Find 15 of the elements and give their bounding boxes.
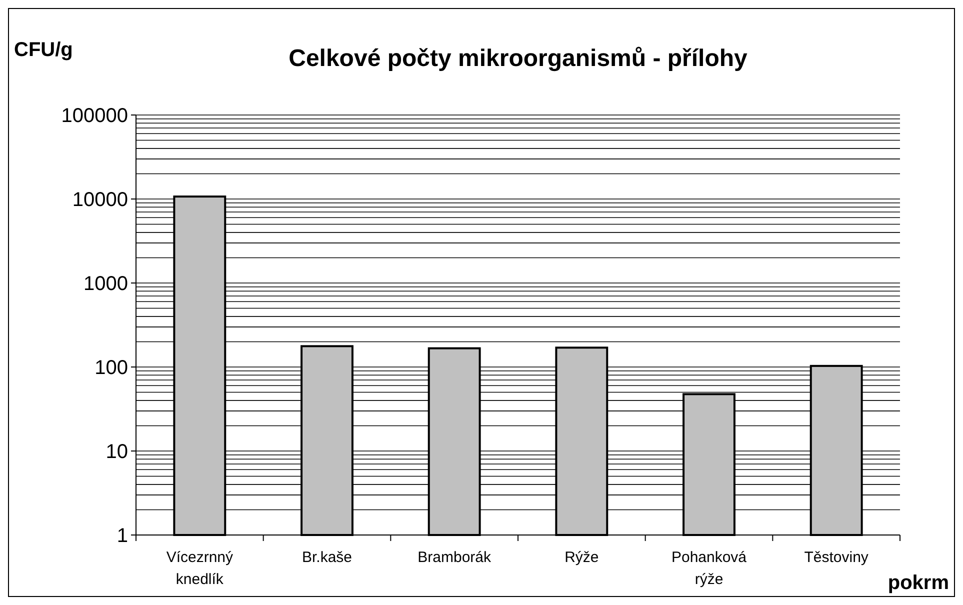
x-tick-label: Těstoviny [804,549,869,566]
y-axis-title: CFU/g [14,39,73,61]
x-tick-label: Rýže [564,549,599,566]
x-tick-label: Vícezrnný knedlík [166,549,234,588]
y-tick-label: 10 [106,441,128,463]
y-tick-label: 10000 [72,189,128,211]
x-axis-title: pokrm [888,572,949,594]
chart-title: Celkové počty mikroorganismů - přílohy [288,45,748,72]
y-tick-label: 100000 [61,105,128,127]
x-tick-label: Br.kaše [302,549,352,566]
y-tick-label: 1000 [84,273,128,295]
x-tick-label: Pohanková rýže [671,549,748,588]
x-tick-label: Bramborák [418,549,492,566]
y-tick-label: 100 [94,357,128,379]
y-tick-label: 1 [116,525,128,547]
